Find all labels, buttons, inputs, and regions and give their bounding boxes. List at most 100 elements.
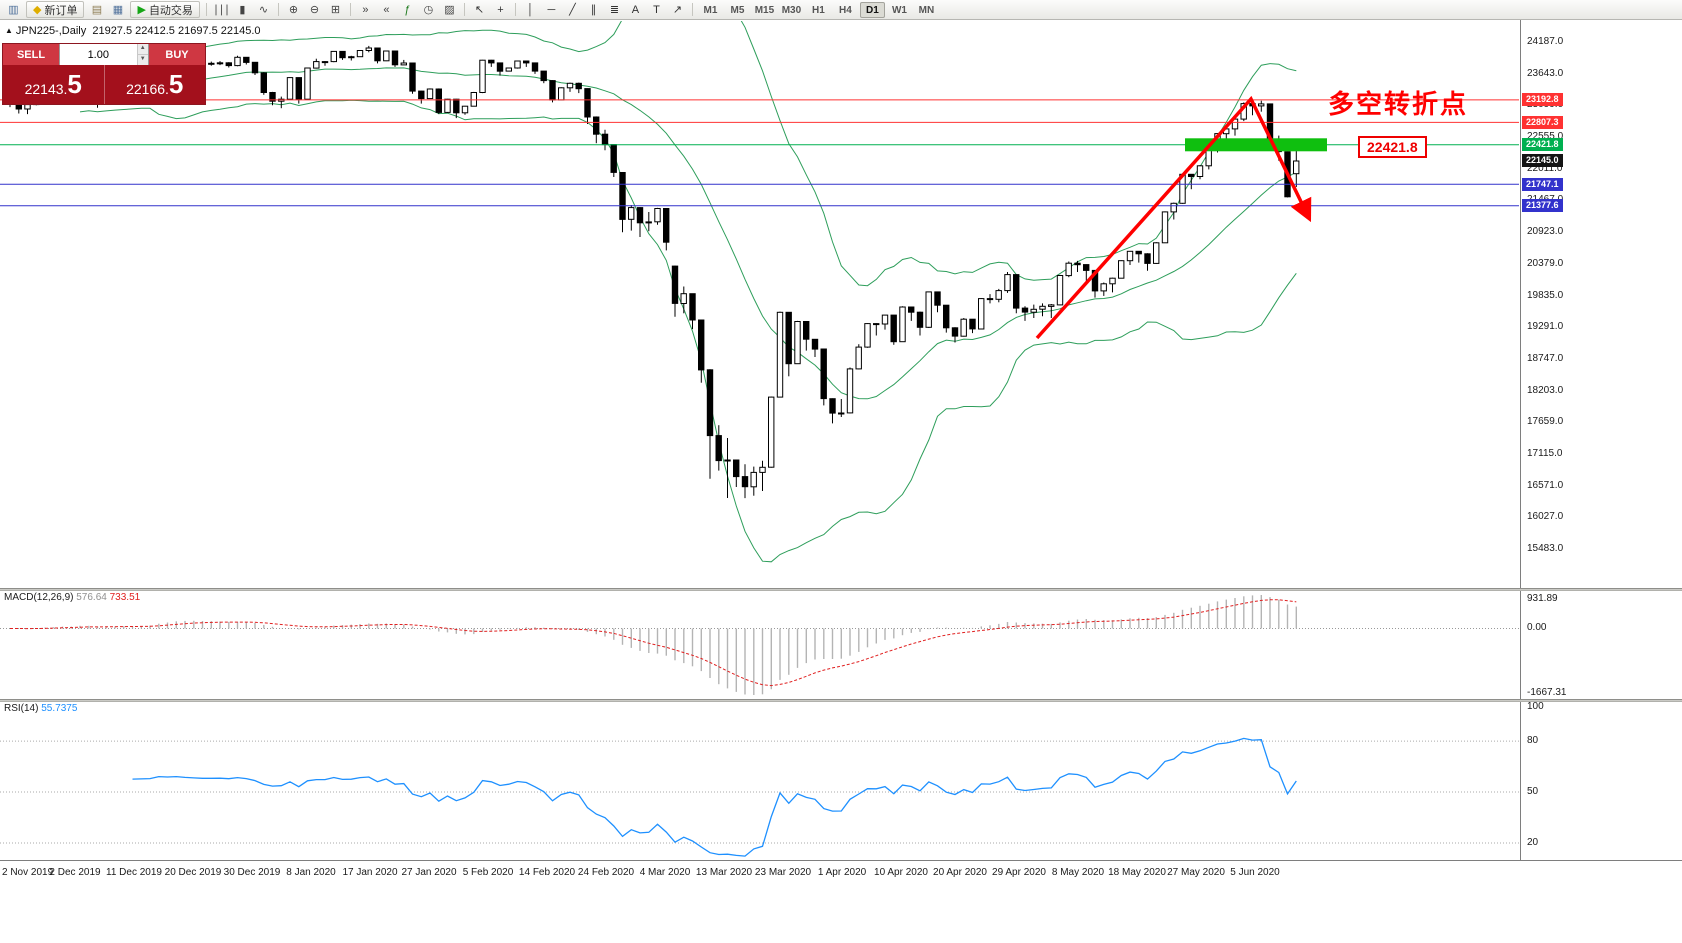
price-tick-label: 22555.0: [1527, 131, 1564, 143]
main-chart-area[interactable]: [0, 0, 1519, 563]
zoom-in-icon[interactable]: ⊕: [284, 2, 303, 18]
crosshair-icon[interactable]: +: [491, 2, 510, 18]
candlestick: [846, 367, 854, 414]
candlestick: [505, 67, 513, 72]
candlestick: [899, 306, 906, 343]
chart-canvas[interactable]: [0, 0, 1682, 882]
ask-price-pip: 5: [168, 69, 184, 99]
date-tick-label: 2 Dec 2019: [49, 867, 101, 878]
support-zone-rectangle[interactable]: [1185, 138, 1327, 152]
macd-main-value: 576.64: [76, 592, 107, 603]
zoom-out-icon: ⊖: [309, 4, 320, 16]
rsi-value: 55.7375: [41, 703, 78, 714]
candlestick: [995, 288, 1002, 303]
candlestick: [479, 59, 486, 94]
price-axis[interactable]: 24187.023643.023099.022555.022011.021467…: [1520, 20, 1682, 882]
new-chart-icon[interactable]: ▥: [4, 2, 23, 18]
bar-chart-icon[interactable]: ∣∣∣: [212, 2, 231, 18]
candlestick: [269, 91, 276, 106]
bar-chart-icon: ∣∣∣: [213, 4, 230, 16]
zoom-out-icon[interactable]: ⊖: [305, 2, 324, 18]
profiles-icon[interactable]: ▤: [87, 2, 106, 18]
timeframe-mn-button[interactable]: MN: [918, 4, 935, 16]
candlestick: [348, 55, 355, 61]
trendline-icon[interactable]: ╱: [563, 2, 582, 18]
sell-button[interactable]: SELL: [3, 44, 59, 65]
date-tick-label: 11 Dec 2019: [106, 867, 162, 878]
label-icon[interactable]: T: [647, 2, 666, 18]
tile-windows-icon[interactable]: ⊞: [326, 2, 345, 18]
templates-icon[interactable]: ▨: [440, 2, 459, 18]
date-tick-label: 5 Feb 2020: [462, 867, 514, 878]
macd-histogram: [18, 595, 1298, 695]
top-toolbar: ▥ ◆ 新订单 ▤ ▦ ▶ 自动交易 ∣∣∣ ▮ ∿ ⊕ ⊖ ⊞ » « ƒ ◷ ▨ ↖ + │ ─ ╱ ∥ ≣ A T ↗ M1 M5 M…: [0, 0, 1682, 20]
volume-decrease-button[interactable]: ▼: [137, 55, 148, 65]
chart-shift-icon[interactable]: «: [377, 2, 396, 18]
line-chart-icon[interactable]: ∿: [254, 2, 273, 18]
candlestick: [514, 60, 521, 69]
line-chart-icon: ∿: [258, 4, 269, 16]
candlestick: [1144, 253, 1151, 271]
candlestick: [1100, 282, 1107, 296]
zoom-in-icon: ⊕: [288, 4, 299, 16]
candlestick: [671, 265, 679, 317]
date-tick-label: 8 Jan 2020: [286, 867, 336, 878]
candlestick: [680, 286, 687, 314]
timeframe-m30-button[interactable]: M30: [781, 4, 802, 16]
candlestick: [916, 311, 924, 336]
timeframe-m15-button[interactable]: M15: [754, 4, 775, 16]
candlestick: [1170, 202, 1177, 220]
timeframe-m1-button[interactable]: M1: [703, 4, 718, 16]
panel-separator[interactable]: [0, 588, 1682, 591]
date-tick-label: 29 Apr 2020: [992, 867, 1046, 878]
toolbar-separator: [349, 3, 351, 16]
timeframe-m5-button[interactable]: M5: [730, 4, 745, 16]
chart-title-text: JPN225-,Daily 21927.5 22412.5 21697.5 22…: [15, 25, 261, 37]
timeframe-w1-button[interactable]: W1: [891, 4, 907, 16]
price-level-badge: 21747.1: [1522, 177, 1563, 191]
candlestick: [969, 318, 976, 334]
vertical-line-icon[interactable]: │: [521, 2, 540, 18]
market-watch-icon[interactable]: ▦: [108, 2, 127, 18]
cursor-icon[interactable]: ↖: [470, 2, 489, 18]
buy-button[interactable]: BUY: [149, 44, 205, 65]
candlestick: [531, 62, 539, 74]
channel-icon[interactable]: ∥: [584, 2, 603, 18]
toolbar-separator: [205, 3, 207, 16]
candlestick: [978, 298, 985, 330]
volume-input[interactable]: [60, 44, 137, 65]
indicators-icon[interactable]: ƒ: [398, 2, 417, 18]
auto-scroll-icon[interactable]: »: [356, 2, 375, 18]
horizontal-line-icon[interactable]: ─: [542, 2, 561, 18]
tile-windows-icon: ⊞: [330, 4, 341, 16]
arrow-tools-icon[interactable]: ↗: [668, 2, 687, 18]
candlestick: [811, 338, 819, 357]
time-axis[interactable]: 2 Nov 2019 2 Dec 2019 11 Dec 2019 20 Dec 20…: [0, 860, 1682, 885]
timeframe-h1-button[interactable]: H1: [812, 4, 825, 16]
trend-arrow[interactable]: [1035, 95, 1312, 340]
candlestick: [1039, 303, 1046, 317]
candlestick: [960, 318, 967, 337]
auto-trading-button-label: 自动交易: [148, 4, 193, 17]
candlestick: [383, 50, 390, 62]
fibonacci-icon[interactable]: ≣: [605, 2, 624, 18]
price-tick-label: 24187.0: [1527, 36, 1564, 47]
candlestick: [208, 61, 215, 66]
candlestick: [24, 103, 31, 115]
candlestick: [461, 105, 469, 115]
volume-increase-button[interactable]: ▲: [137, 44, 148, 55]
auto-trading-button[interactable]: ▶ 自动交易: [130, 1, 200, 18]
candlestick-chart-icon[interactable]: ▮: [233, 2, 252, 18]
candlestick: [715, 425, 722, 471]
price-tick-label: 16571.0: [1527, 479, 1564, 491]
timeframe-d1-button[interactable]: D1: [859, 1, 885, 18]
price-tick-label: 17659.0: [1527, 416, 1564, 428]
panel-separator[interactable]: [0, 699, 1682, 702]
timeframe-h4-button[interactable]: H4: [839, 4, 852, 16]
periods-icon[interactable]: ◷: [419, 2, 438, 18]
new-order-button[interactable]: ◆ 新订单: [26, 1, 85, 18]
price-level-badge: 23192.8: [1522, 93, 1563, 107]
candlestick: [1153, 242, 1160, 264]
one-click-trading-widget: SELL ▲ ▼ BUY 22143.5 22166.5: [2, 43, 206, 105]
text-icon[interactable]: A: [626, 2, 645, 18]
